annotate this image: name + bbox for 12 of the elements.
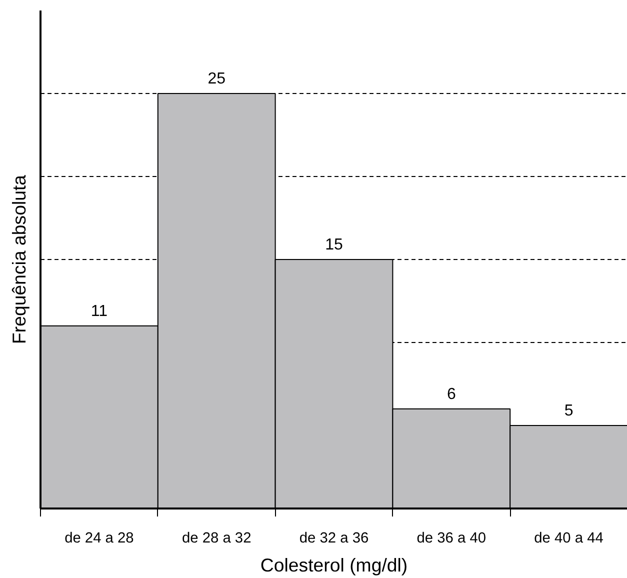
data-label: 11 xyxy=(90,302,108,320)
data-label: 25 xyxy=(208,70,226,88)
data-label: 15 xyxy=(325,236,343,254)
x-tick-label: de 36 a 40 xyxy=(416,530,486,546)
x-tick-label: de 28 a 32 xyxy=(182,530,252,546)
y-axis-title: Frequência absoluta xyxy=(8,174,30,344)
x-axis-title: Colesterol (mg/dl) xyxy=(260,554,408,576)
x-tick-label: de 24 a 28 xyxy=(64,530,134,546)
x-tick-label: de 40 a 44 xyxy=(534,530,604,546)
data-label: 5 xyxy=(564,402,574,420)
x-tick-label: de 32 a 36 xyxy=(299,530,369,546)
data-label: 6 xyxy=(446,386,456,403)
